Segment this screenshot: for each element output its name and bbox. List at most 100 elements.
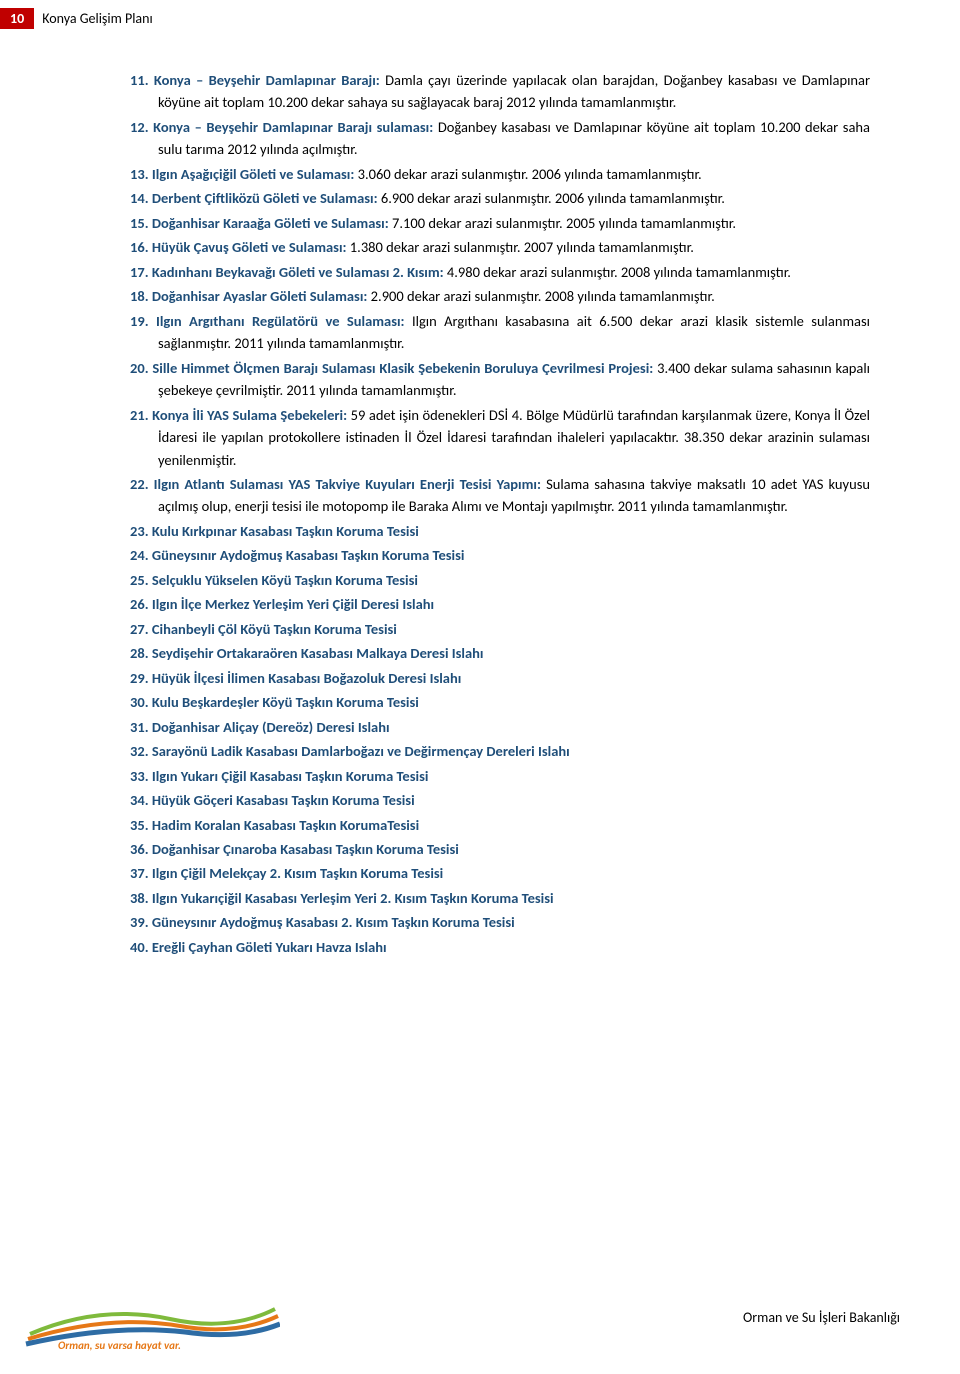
item-title: Ilgın Argıthanı Regülatörü ve Sulaması: (156, 312, 405, 330)
list-item: 11. Konya – Beyşehir Damlapınar Barajı: … (130, 69, 870, 114)
list-item: 13. Ilgın Aşağıçiğil Göleti ve Sulaması:… (130, 163, 870, 185)
item-number: 28. (130, 644, 152, 662)
item-title: Konya – Beyşehir Damlapınar Barajı sulam… (153, 118, 433, 136)
list-item: 36. Doğanhisar Çınaroba Kasabası Taşkın … (130, 838, 870, 860)
item-title: Güneysınır Aydoğmuş Kasabası 2. Kısım Ta… (152, 913, 515, 931)
list-item: 32. Sarayönü Ladik Kasabası Damlarboğazı… (130, 740, 870, 762)
item-number: 35. (130, 816, 152, 834)
item-number: 32. (130, 742, 152, 760)
list-item: 27. Cihanbeyli Çöl Köyü Taşkın Koruma Te… (130, 618, 870, 640)
item-number: 25. (130, 571, 152, 589)
item-title: Konya İli YAS Sulama Şebekeleri: (152, 406, 347, 424)
list-item: 16. Hüyük Çavuş Göleti ve Sulaması: 1.38… (130, 236, 870, 258)
list-item: 18. Doğanhisar Ayaslar Göleti Sulaması: … (130, 285, 870, 307)
item-title: Hüyük Çavuş Göleti ve Sulaması: (152, 238, 347, 256)
list-item: 25. Selçuklu Yükselen Köyü Taşkın Koruma… (130, 569, 870, 591)
item-body: 7.100 dekar arazi sulanmıştır. 2005 yılı… (389, 214, 736, 232)
item-number: 40. (130, 938, 152, 956)
item-title: Kulu Beşkardeşler Köyü Taşkın Koruma Tes… (152, 693, 419, 711)
item-number: 22. (130, 475, 154, 493)
item-number: 27. (130, 620, 152, 638)
item-title: Ilgın Yukarı Çiğil Kasabası Taşkın Korum… (152, 767, 429, 785)
item-number: 30. (130, 693, 152, 711)
document-content: 11. Konya – Beyşehir Damlapınar Barajı: … (0, 29, 960, 958)
item-title: Doğanhisar Aliçay (Dereöz) Deresi Islahı (152, 718, 390, 736)
item-number: 26. (130, 595, 152, 613)
list-item: 39. Güneysınır Aydoğmuş Kasabası 2. Kısı… (130, 911, 870, 933)
item-title: Sarayönü Ladik Kasabası Damlarboğazı ve … (152, 742, 570, 760)
list-item: 19. Ilgın Argıthanı Regülatörü ve Sulama… (130, 310, 870, 355)
item-number: 34. (130, 791, 152, 809)
list-item: 37. Ilgın Çiğil Melekçay 2. Kısım Taşkın… (130, 862, 870, 884)
item-title: Ereğli Çayhan Göleti Yukarı Havza Islahı (152, 938, 387, 956)
list-item: 30. Kulu Beşkardeşler Köyü Taşkın Koruma… (130, 691, 870, 713)
list-item: 33. Ilgın Yukarı Çiğil Kasabası Taşkın K… (130, 765, 870, 787)
item-number: 14. (130, 189, 152, 207)
item-body: 3.060 dekar arazi sulanmıştır. 2006 yılı… (354, 165, 701, 183)
item-number: 13. (130, 165, 152, 183)
list-item: 14. Derbent Çiftliközü Göleti ve Sulamas… (130, 187, 870, 209)
item-number: 39. (130, 913, 152, 931)
item-number: 33. (130, 767, 152, 785)
page-number-box: 10 (0, 8, 34, 29)
item-title: Ilgın Aşağıçiğil Göleti ve Sulaması: (152, 165, 355, 183)
item-body: 1.380 dekar arazi sulanmıştır. 2007 yılı… (347, 238, 694, 256)
page-footer: Orman, su varsa hayat var. Orman ve Su İ… (0, 1280, 960, 1360)
list-item: 28. Seydişehir Ortakaraören Kasabası Mal… (130, 642, 870, 664)
item-title: Sille Himmet Ölçmen Barajı Sulaması Klas… (152, 359, 653, 377)
list-item: 17. Kadınhanı Beykavağı Göleti ve Sulama… (130, 261, 870, 283)
item-number: 18. (130, 287, 152, 305)
item-body: 6.900 dekar arazi sulanmıştır. 2006 yılı… (378, 189, 725, 207)
list-item: 23. Kulu Kırkpınar Kasabası Taşkın Korum… (130, 520, 870, 542)
item-number: 16. (130, 238, 152, 256)
item-title: Kulu Kırkpınar Kasabası Taşkın Koruma Te… (152, 522, 419, 540)
list-item: 20. Sille Himmet Ölçmen Barajı Sulaması … (130, 357, 870, 402)
list-item: 21. Konya İli YAS Sulama Şebekeleri: 59 … (130, 404, 870, 471)
item-number: 20. (130, 359, 152, 377)
item-number: 17. (130, 263, 152, 281)
item-title: Hadim Koralan Kasabası Taşkın KorumaTesi… (152, 816, 419, 834)
item-title: Derbent Çiftliközü Göleti ve Sulaması: (152, 189, 378, 207)
item-title: Güneysınır Aydoğmuş Kasabası Taşkın Koru… (152, 546, 465, 564)
list-item: 40. Ereğli Çayhan Göleti Yukarı Havza Is… (130, 936, 870, 958)
item-number: 23. (130, 522, 152, 540)
item-number: 15. (130, 214, 152, 232)
item-title: Seydişehir Ortakaraören Kasabası Malkaya… (152, 644, 484, 662)
list-item: 26. Ilgın İlçe Merkez Yerleşim Yeri Çiği… (130, 593, 870, 615)
ministry-logo: Orman, su varsa hayat var. (20, 1284, 280, 1354)
list-item: 12. Konya – Beyşehir Damlapınar Barajı s… (130, 116, 870, 161)
item-title: Hüyük İlçesi İlimen Kasabası Boğazoluk D… (152, 669, 461, 687)
item-number: 21. (130, 406, 152, 424)
item-title: Ilgın Atlantı Sulaması YAS Takviye Kuyul… (154, 475, 541, 493)
item-title: Hüyük Göçeri Kasabası Taşkın Koruma Tesi… (152, 791, 415, 809)
item-body: 4.980 dekar arazi sulanmıştır. 2008 yılı… (444, 263, 791, 281)
item-title: Konya – Beyşehir Damlapınar Barajı: (154, 71, 380, 89)
list-item: 24. Güneysınır Aydoğmuş Kasabası Taşkın … (130, 544, 870, 566)
page-title: Konya Gelişim Planı (42, 10, 152, 27)
list-item: 38. Ilgın Yukarıçiğil Kasabası Yerleşim … (130, 887, 870, 909)
footer-ministry-name: Orman ve Su İşleri Bakanlığı (743, 1309, 900, 1326)
item-title: Ilgın Çiğil Melekçay 2. Kısım Taşkın Kor… (152, 864, 443, 882)
list-item: 29. Hüyük İlçesi İlimen Kasabası Boğazol… (130, 667, 870, 689)
list-item: 34. Hüyük Göçeri Kasabası Taşkın Koruma … (130, 789, 870, 811)
item-number: 31. (130, 718, 152, 736)
list-item: 15. Doğanhisar Karaağa Göleti ve Sulamas… (130, 212, 870, 234)
page-header: 10 Konya Gelişim Planı (0, 0, 960, 29)
list-item: 35. Hadim Koralan Kasabası Taşkın Koruma… (130, 814, 870, 836)
item-title: Ilgın İlçe Merkez Yerleşim Yeri Çiğil De… (152, 595, 434, 613)
item-title: Doğanhisar Ayaslar Göleti Sulaması: (152, 287, 368, 305)
item-title: Doğanhisar Çınaroba Kasabası Taşkın Koru… (152, 840, 459, 858)
item-title: Doğanhisar Karaağa Göleti ve Sulaması: (152, 214, 389, 232)
item-title: Selçuklu Yükselen Köyü Taşkın Koruma Tes… (152, 571, 418, 589)
item-number: 36. (130, 840, 152, 858)
item-title: Ilgın Yukarıçiğil Kasabası Yerleşim Yeri… (152, 889, 554, 907)
list-item: 22. Ilgın Atlantı Sulaması YAS Takviye K… (130, 473, 870, 518)
item-number: 12. (130, 118, 153, 136)
item-body: 2.900 dekar arazi sulanmıştır. 2008 yılı… (367, 287, 714, 305)
logo-slogan: Orman, su varsa hayat var. (58, 1339, 181, 1352)
item-number: 29. (130, 669, 152, 687)
item-number: 37. (130, 864, 152, 882)
item-number: 38. (130, 889, 152, 907)
item-title: Kadınhanı Beykavağı Göleti ve Sulaması 2… (152, 263, 444, 281)
item-number: 19. (130, 312, 156, 330)
